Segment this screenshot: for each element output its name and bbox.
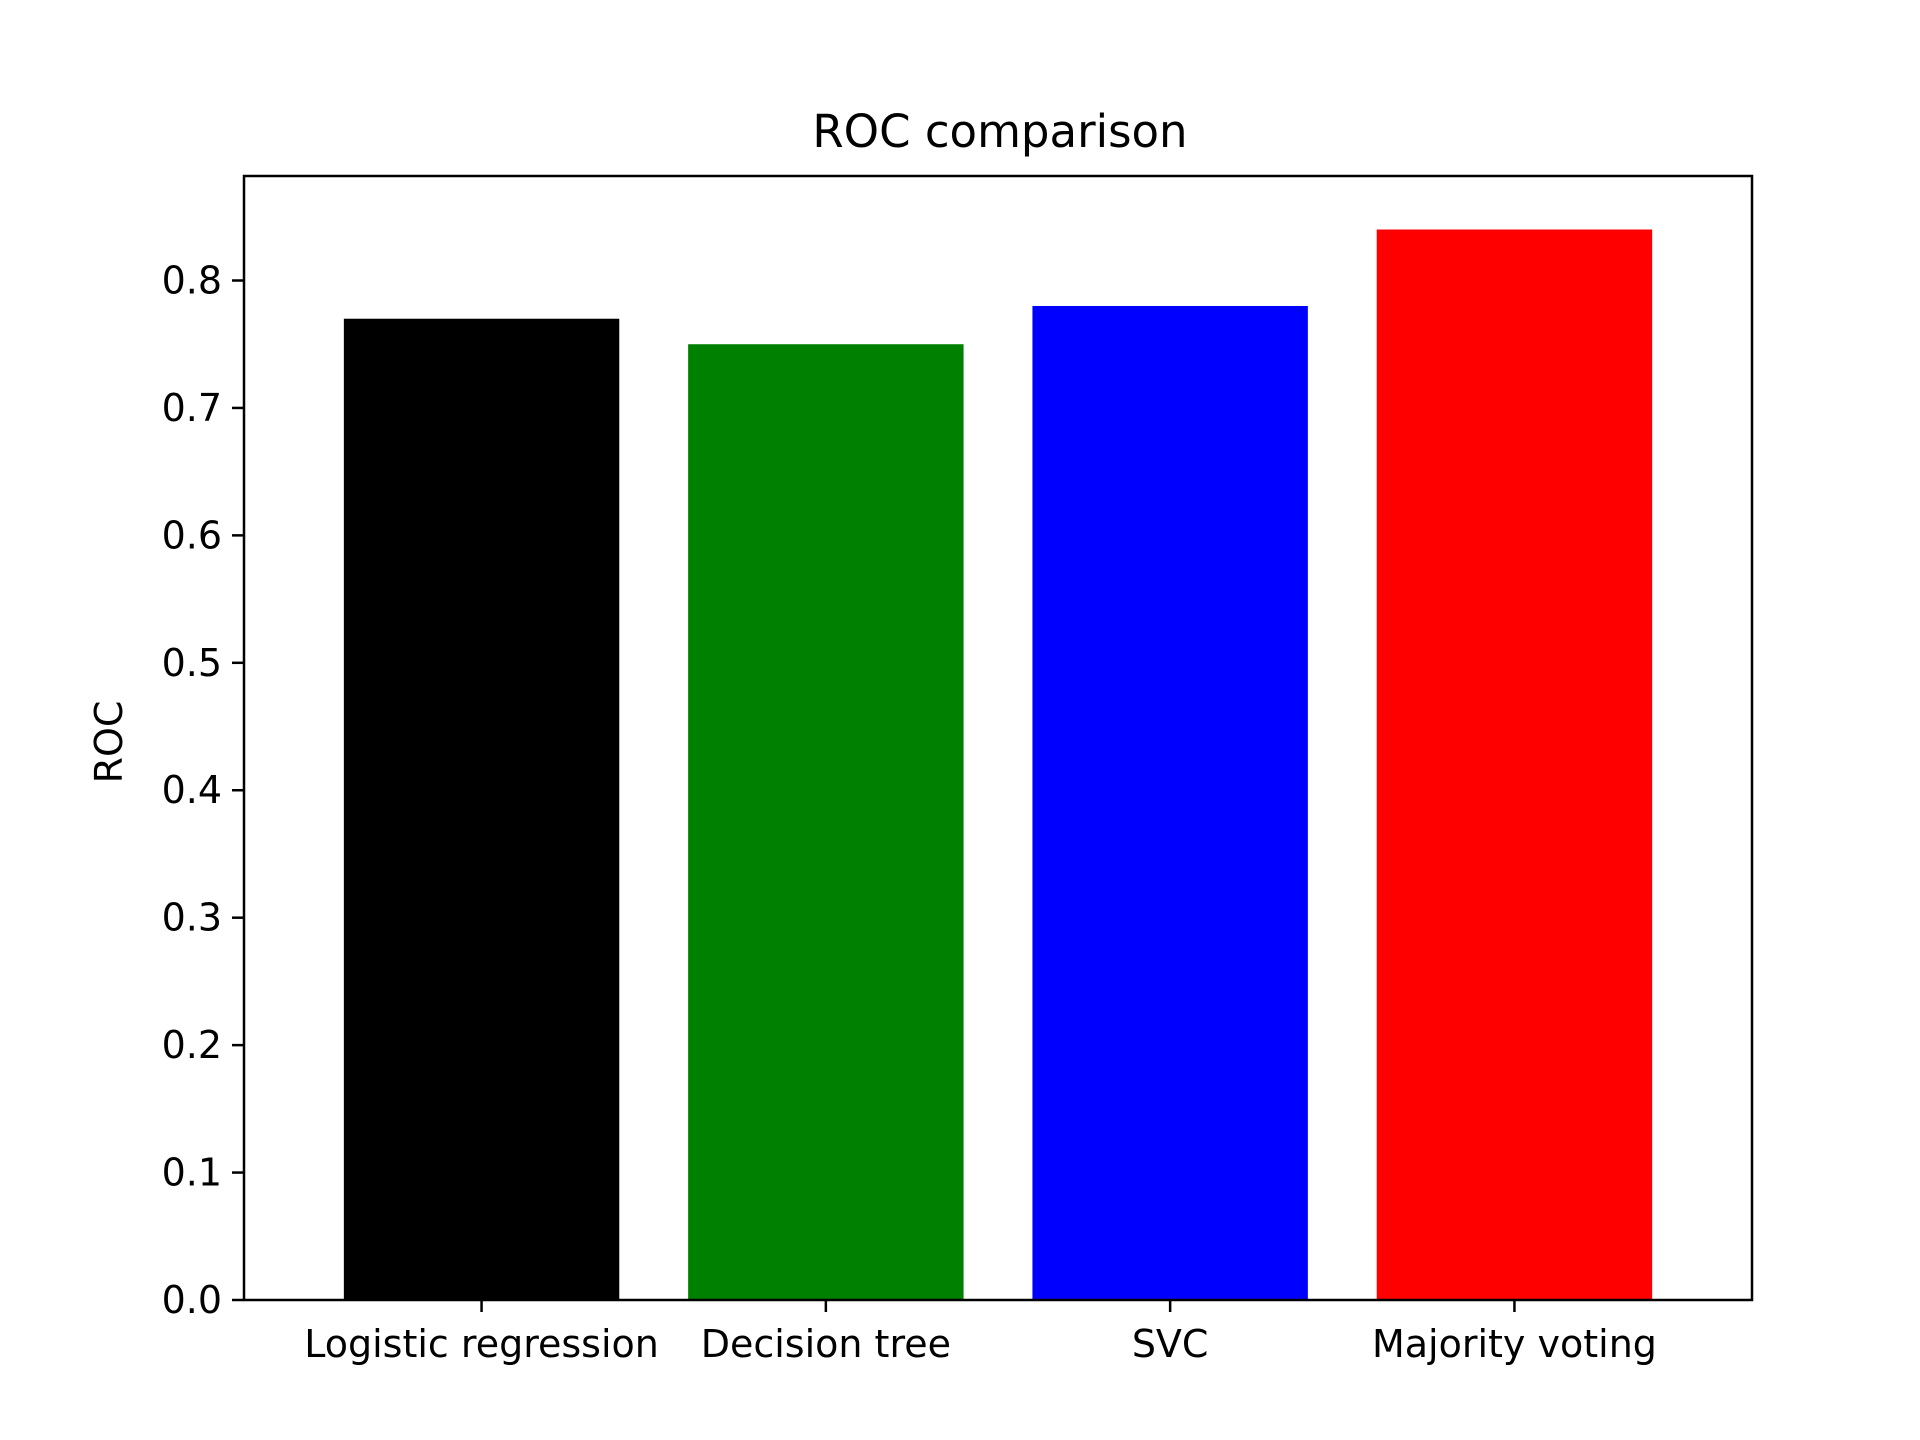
y-tick-label: 0.3 — [162, 896, 222, 940]
bar-svc — [1032, 305, 1308, 1300]
y-tick-label: 0.7 — [162, 386, 222, 430]
y-tick-label: 0.5 — [162, 641, 222, 685]
x-axis-ticks: Logistic regression Decision tree SVC Major… — [304, 1300, 1657, 1366]
y-tick-label: 0.6 — [162, 513, 222, 557]
chart-title: ROC comparison — [812, 105, 1187, 158]
y-tick-label: 0.1 — [162, 1151, 222, 1195]
bars-layer — [343, 229, 1653, 1301]
x-tick-label: SVC — [1132, 1322, 1209, 1366]
y-tick-label: 0.0 — [162, 1278, 222, 1322]
y-tick-label: 0.4 — [162, 768, 222, 812]
y-tick-label: 0.8 — [162, 258, 222, 302]
plot-frame — [242, 174, 1754, 1302]
bar-logistic-regression — [343, 318, 620, 1300]
y-tick-label: 0.2 — [162, 1023, 222, 1067]
bar-decision-tree — [688, 344, 964, 1301]
x-tick-label: Majority voting — [1372, 1322, 1657, 1366]
y-axis-ticks: 0.0 0.1 0.2 0.3 0.4 0.5 0.6 0.7 0.8 — [162, 258, 244, 1322]
y-axis-label: ROC — [87, 701, 131, 784]
x-tick-label: Logistic regression — [304, 1322, 659, 1366]
bar-majority-voting — [1376, 229, 1653, 1300]
x-tick-label: Decision tree — [701, 1322, 951, 1366]
